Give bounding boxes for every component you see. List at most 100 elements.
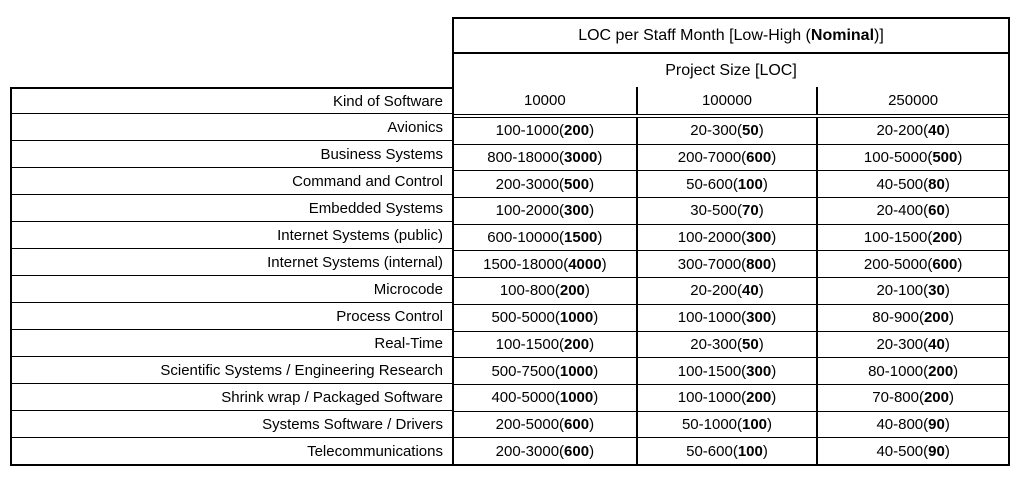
range-text: ) — [771, 229, 777, 247]
nominal-value: 200 — [559, 282, 585, 300]
row-label: Business Systems — [12, 140, 452, 167]
range-text: ) — [597, 149, 603, 167]
range-text: 20-300( — [690, 122, 742, 140]
nominal-value: 200 — [746, 389, 772, 407]
row-label: Microcode — [12, 275, 452, 302]
project-size-header: Project Size [LOC] — [665, 61, 797, 79]
range-text: ) — [944, 442, 950, 460]
value-cell: 20-300(50) — [635, 331, 817, 358]
range-text: 20-200( — [876, 122, 929, 140]
nominal-value: 200 — [932, 229, 958, 247]
range-text: ) — [589, 175, 595, 193]
range-text: ) — [944, 175, 950, 193]
nominal-value: 300 — [746, 229, 772, 247]
range-text: 40-500( — [876, 175, 929, 193]
range-text: ) — [771, 362, 777, 380]
range-text: ) — [758, 335, 764, 353]
row-label: Real-Time — [12, 329, 452, 356]
value-cell: 20-100(30) — [816, 278, 1008, 304]
row-label: Command and Control — [12, 167, 452, 194]
value-cell: 100-1000(300) — [635, 304, 817, 331]
nominal-value: 800 — [746, 255, 772, 273]
value-cell: 100-5000(500) — [816, 144, 1008, 171]
row-label: Scientific Systems / Engineering Researc… — [12, 356, 452, 383]
table-row: 500-5000(1000) 100-1000(300) 80-900(200) — [454, 303, 1008, 331]
range-text: ) — [589, 122, 595, 140]
table-row: 200-3000(500) 50-600(100) 40-500(80) — [454, 170, 1008, 198]
nominal-value: 200 — [564, 335, 590, 353]
range-text: ) — [589, 202, 595, 220]
range-text: 800-18000( — [487, 149, 565, 167]
range-text: 20-400( — [876, 202, 929, 220]
row-label: Embedded Systems — [12, 194, 452, 221]
value-cell: 100-1500(200) — [816, 224, 1008, 251]
range-text: ) — [589, 415, 595, 433]
value-cell: 600-10000(1500) — [454, 225, 636, 251]
nominal-value: 100 — [737, 175, 763, 193]
value-cell: 40-800(90) — [816, 411, 1008, 438]
nominal-value: 4000 — [568, 255, 602, 273]
row-label: Avionics — [387, 118, 443, 136]
table-row: 100-2000(300) 30-500(70) 20-400(60) — [454, 197, 1008, 224]
table-row: 500-7500(1000) 100-1500(300) 80-1000(200) — [454, 357, 1008, 384]
range-text: 500-5000( — [491, 309, 560, 327]
range-text: ) — [771, 255, 777, 273]
kind-of-software-header: Kind of Software — [12, 89, 452, 114]
range-text: ) — [593, 389, 599, 407]
nominal-value: 300 — [746, 309, 772, 327]
range-text: 20-300( — [876, 335, 929, 353]
range-text: 200-5000( — [495, 415, 565, 433]
size-column-250000: 250000 — [816, 87, 1008, 114]
value-cell: 200-5000(600) — [816, 251, 1008, 278]
range-text: ) — [597, 229, 603, 247]
range-text: 50-1000( — [681, 415, 742, 433]
range-text: ) — [589, 442, 595, 460]
range-text: ) — [767, 415, 773, 433]
nominal-value: 60 — [928, 202, 945, 220]
range-text: ) — [762, 175, 768, 193]
value-cell: 100-800(200) — [454, 278, 636, 304]
value-cell: 70-800(200) — [816, 384, 1008, 411]
table-row: 200-3000(600) 50-600(100) 40-500(90) — [454, 437, 1008, 464]
value-cell: 30-500(70) — [635, 198, 817, 224]
range-text: ) — [758, 202, 764, 220]
range-text: 80-900( — [872, 309, 924, 327]
range-text: 80-1000( — [868, 362, 929, 380]
table-title: LOC per Staff Month [Low-High (Nominal)] — [454, 19, 1008, 54]
value-cell: 50-1000(100) — [635, 411, 817, 438]
range-text: ) — [944, 122, 950, 140]
range-text: 100-1500( — [863, 229, 933, 247]
range-text: 100-2000( — [495, 202, 565, 220]
range-text: ) — [601, 255, 607, 273]
nominal-value: 80 — [928, 175, 945, 193]
range-text: ) — [944, 335, 950, 353]
range-text: 40-800( — [876, 415, 929, 433]
value-cell: 50-600(100) — [635, 438, 817, 464]
nominal-value: 1000 — [559, 309, 594, 327]
table-row: 600-10000(1500) 100-2000(300) 100-1500(200… — [454, 223, 1008, 251]
range-text: 100-1500( — [677, 362, 747, 380]
header-double-rule — [454, 114, 1008, 118]
data-grid: 100-1000(200) 20-300(50) 20-200(40) 800-180… — [454, 118, 1008, 464]
range-text: 40-500( — [876, 442, 929, 460]
title-nominal-bold: Nominal — [810, 26, 875, 44]
row-label: Systems Software / Drivers — [12, 410, 452, 437]
value-cell: 100-1000(200) — [635, 384, 817, 411]
nominal-value: 600 — [564, 442, 590, 460]
range-text: 400-5000( — [491, 389, 560, 407]
table-row: 400-5000(1000) 100-1000(200) 70-800(200) — [454, 383, 1008, 411]
value-cell: 50-600(100) — [635, 171, 817, 198]
nominal-value: 600 — [932, 255, 958, 273]
range-text: 20-100( — [876, 282, 929, 300]
range-text: 100-5000( — [863, 149, 933, 167]
nominal-value: 30 — [928, 282, 945, 300]
value-cell: 100-1000(200) — [454, 118, 636, 144]
nominal-value: 40 — [928, 335, 945, 353]
range-text: 100-1000( — [677, 389, 747, 407]
nominal-value: 50 — [742, 122, 759, 140]
range-text: 200-7000( — [677, 149, 747, 167]
range-text: 200-3000( — [495, 442, 565, 460]
nominal-value: 40 — [742, 282, 759, 300]
nominal-value: 500 — [564, 175, 590, 193]
